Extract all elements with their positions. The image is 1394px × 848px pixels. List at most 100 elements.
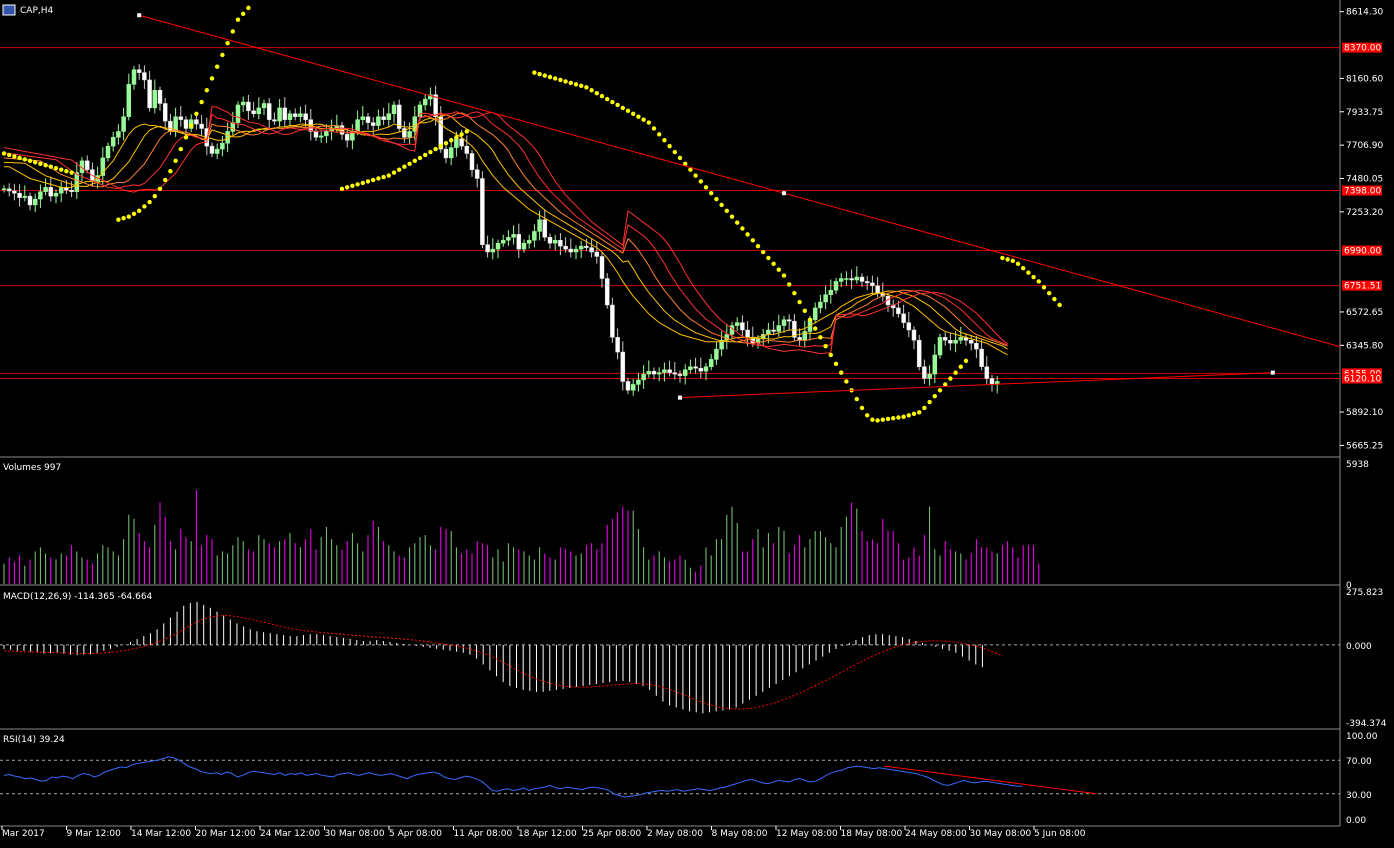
sar-dot [371,177,376,183]
rsi-title: RSI(14) 39.24 [3,735,65,745]
candle-body [911,329,917,341]
trendline-anchor[interactable] [782,191,786,196]
time-tick-label: 30 Mar 08:00 [325,829,385,839]
sar-dot [235,17,241,22]
candle-body [818,301,823,309]
sar-dot [594,90,599,96]
trendline[interactable] [139,14,1341,348]
sar-dot [823,343,828,349]
sar-dot [958,364,963,369]
candle-body [568,248,574,253]
rsi-tick-label: 70.00 [1346,757,1372,767]
sar-dot [953,370,958,375]
sar-dot [1,151,7,156]
sar-dot [558,77,563,83]
sar-dot [677,155,683,161]
candle-body [448,147,454,159]
candle-body [194,119,199,125]
trendline-anchor[interactable] [678,395,682,400]
candle-body [162,103,168,122]
rsi-panel[interactable]: 100.00 70.00 30.00 0.00 [0,732,1378,826]
sar-dot [1026,270,1031,275]
sar-dot [885,416,891,422]
candle-body [6,188,12,192]
macd-tick-label: 275.823 [1346,588,1383,598]
candle-body [459,138,464,147]
macd-title: MACD(12,26,9) -114.365 -64.664 [3,592,153,602]
candle-body [183,119,189,129]
candle-body [105,145,111,159]
sar-dot [636,114,641,119]
sar-dot [703,185,709,190]
sar-dot [1010,258,1015,264]
sar-dot [1000,255,1005,261]
moving-average-line [3,105,1008,355]
candle-body [131,69,137,85]
rsi-trendline[interactable] [884,765,1097,795]
sar-dot [537,71,542,77]
sar-dot [168,168,173,174]
sar-dot [792,291,797,296]
sar-dot [69,170,74,175]
sar-dot [662,138,667,143]
sar-dot [350,183,355,189]
sar-dot [225,40,230,46]
candle-body [573,248,579,253]
candle-body [646,370,652,375]
sar-dot [412,158,417,164]
candle-body [714,348,719,360]
sar-dot [553,76,558,81]
sar-dot [781,273,787,278]
sar-dot [246,5,251,11]
macd-tick-label: 0.000 [1346,642,1372,652]
trendline-anchor[interactable] [1270,370,1275,375]
candle-body [786,319,792,322]
sar-dot [797,299,802,305]
sar-dot [443,140,449,146]
sar-dot [766,255,771,261]
sar-dot [807,317,813,322]
level-price-tag [1342,368,1382,379]
trendline-anchor[interactable] [137,13,142,18]
price-panel[interactable]: 8614.30 8160.60 7933.75 7706.90 7480.05 7253.… [0,5,1383,452]
candle-body [641,373,646,381]
sar-dot [657,132,662,137]
candle-body [838,278,844,282]
trendline[interactable] [679,372,1273,399]
candle-body [942,337,948,341]
candle-body [365,116,371,123]
candle-body [682,369,688,376]
sar-dot [610,99,615,105]
candle-body [823,294,828,303]
candle-body [58,187,64,194]
candle-body [38,191,43,200]
sar-dot [771,261,776,266]
candle-body [984,366,990,379]
candle-body [740,322,745,331]
candle-body [620,351,626,382]
sar-dot [896,415,901,420]
macd-panel[interactable]: 275.823 0.000 -394.374 [0,588,1387,729]
sar-dot [963,358,969,364]
candle-body [454,138,459,148]
candle-body [225,131,230,144]
sar-dot [880,417,885,422]
sar-dot [844,379,849,384]
candle-body [485,244,490,253]
sar-dot [547,74,553,80]
candle-body [490,248,496,253]
time-tick-label: 11 Apr 08:00 [454,829,513,839]
sar-dot [740,226,745,231]
candle-body [688,366,693,370]
sar-dot [787,282,792,287]
candle-body [324,131,329,137]
candle-body [303,113,308,120]
sar-dot [631,111,636,116]
candle-body [844,278,849,280]
sar-dot [22,157,27,162]
rsi-tick-label: 100.00 [1346,732,1378,742]
time-tick-label: 24 May 08:00 [905,829,967,839]
volume-panel[interactable]: 5938 0 [3,460,1369,591]
candle-body [656,372,662,375]
